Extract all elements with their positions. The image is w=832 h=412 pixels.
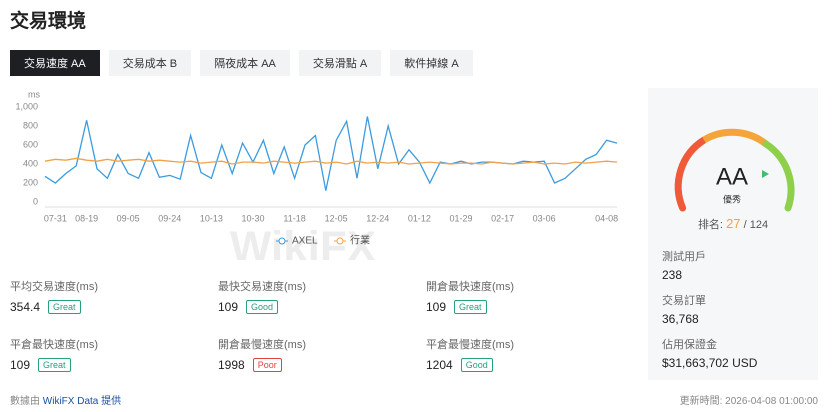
y-tick-label: 1,000 — [15, 101, 38, 111]
info-list: 測試用戶 238 交易訂單 36,768 佔用保證金 $31,663,702 USD — [662, 248, 757, 380]
rating-badge: Good — [460, 358, 493, 372]
rating-badge: Poor — [252, 358, 282, 372]
gauge-arc — [762, 140, 795, 212]
rank-total: 124 — [749, 219, 769, 231]
info-label: 佔用保證金 — [662, 339, 717, 351]
stat-value: 109 — [218, 300, 239, 314]
page-title: 交易環境 — [10, 11, 87, 32]
updated-time: 更新時間: 2026-04-08 01:00:00 — [679, 396, 818, 407]
x-tick-label: 04-08 — [595, 213, 618, 223]
stat: 開倉最慢速度(ms) 1998 Poor — [218, 336, 408, 372]
x-tick-label: 11-18 — [283, 213, 305, 223]
source-link[interactable]: WikiFX Data 提供 — [42, 396, 122, 407]
stat-label: 平倉最快速度(ms) — [10, 339, 98, 351]
line-series — [44, 116, 618, 191]
legend-item: AXEL — [276, 236, 318, 247]
info-label: 交易訂單 — [662, 295, 706, 307]
stat-label: 最快交易速度(ms) — [218, 281, 306, 293]
stat-label: 平倉最慢速度(ms) — [426, 339, 514, 351]
stat: 開倉最快速度(ms) 109 Great — [426, 278, 616, 314]
legend-marker — [336, 237, 344, 245]
rating-badge: Good — [246, 300, 279, 314]
stat: 平倉最快速度(ms) 109 Great — [10, 336, 200, 372]
y-tick-label: 800 — [23, 120, 38, 130]
y-tick-label: 400 — [23, 158, 38, 168]
stat-label: 開倉最快速度(ms) — [426, 281, 514, 293]
stat-row: 109 Good — [218, 300, 408, 314]
tab[interactable]: 交易成本 B — [108, 50, 192, 76]
tab[interactable]: 隔夜成本 AA — [200, 50, 290, 76]
watermark: WikiFX — [230, 223, 376, 260]
stat-value: 1998 — [218, 358, 245, 372]
stat: 平均交易速度(ms) 354.4 Great — [10, 278, 200, 314]
stat-row: 109 Great — [426, 300, 616, 314]
gauge: AA 優秀 — [674, 128, 795, 212]
stat-row: 1204 Good — [426, 358, 616, 372]
x-tick-label: 12-05 — [325, 213, 348, 223]
y-tick-label: 0 — [33, 196, 38, 206]
stat-label: 開倉最慢速度(ms) — [218, 339, 306, 351]
stat-row: 354.4 Great — [10, 300, 200, 314]
legend-marker — [278, 237, 286, 245]
grade-text: 優秀 — [723, 193, 741, 204]
info-value: 238 — [662, 268, 683, 282]
stat: 平倉最慢速度(ms) 1204 Good — [426, 336, 616, 372]
x-tick-label: 10-30 — [241, 213, 264, 223]
y-tick-label: 600 — [23, 139, 38, 149]
x-tick-label: 09-05 — [117, 213, 140, 223]
tab[interactable]: 軟件掉線 A — [390, 50, 473, 76]
rating-badge: Great — [48, 300, 81, 314]
stat-label: 平均交易速度(ms) — [10, 281, 98, 293]
x-tick-label: 03-06 — [533, 213, 556, 223]
stat-value: 109 — [426, 300, 447, 314]
x-tick-label: 01-29 — [449, 213, 472, 223]
gauge-pointer — [762, 170, 769, 178]
tab[interactable]: 交易滑點 A — [298, 50, 382, 76]
stat-value: 1204 — [426, 358, 453, 372]
legend-label: 行業 — [350, 234, 370, 247]
source-prefix: 數據由 — [10, 396, 40, 407]
rank-label: 排名: — [697, 219, 723, 231]
stat: 最快交易速度(ms) 109 Good — [218, 278, 408, 314]
stat-value: 109 — [10, 358, 31, 372]
info-value: 36,768 — [662, 312, 699, 326]
x-tick-label: 09-24 — [158, 213, 181, 223]
rating-panel: AA 優秀 排名: 27 / 124 測試用戶 238 交易訂單 36,768 佔用保證… — [648, 88, 818, 380]
tab-bar: 交易速度 AA 交易成本 B 隔夜成本 AA 交易滑點 A 軟件掉線 A — [10, 50, 473, 76]
info-value: $31,663,702 USD — [662, 356, 758, 370]
y-axis-label: ms — [28, 89, 40, 99]
x-tick-label: 02-17 — [491, 213, 514, 223]
legend-item: 行業 — [334, 234, 370, 247]
rating-badge: Great — [38, 358, 71, 372]
legend-label: AXEL — [292, 236, 318, 247]
footer-source: 數據由 WikiFX Data 提供 — [10, 392, 121, 407]
x-tick-label: 08-19 — [75, 213, 98, 223]
grade: AA — [716, 163, 748, 190]
x-tick-label: 07-31 — [44, 213, 67, 223]
gauge-arc — [674, 136, 708, 212]
x-tick-label: 12-24 — [366, 213, 389, 223]
info-label: 測試用戶 — [662, 251, 706, 263]
line-series — [44, 157, 618, 165]
rating-badge: Great — [454, 300, 487, 314]
y-tick-label: 200 — [23, 177, 38, 187]
tab[interactable]: 交易速度 AA — [10, 50, 100, 76]
rank: 排名: 27 / 124 — [697, 216, 769, 231]
rank-value: 27 — [726, 216, 741, 231]
stat-row: 1998 Poor — [218, 358, 408, 372]
chart: WikiFX ms 0 200 400 600 800 1,000 07-31 08-19 09… — [15, 89, 618, 260]
x-tick-label: 01-12 — [408, 213, 431, 223]
gauge-arc — [702, 128, 769, 147]
stat-row: 109 Great — [10, 358, 200, 372]
stat-value: 354.4 — [10, 300, 41, 314]
x-tick-label: 10-13 — [200, 213, 223, 223]
